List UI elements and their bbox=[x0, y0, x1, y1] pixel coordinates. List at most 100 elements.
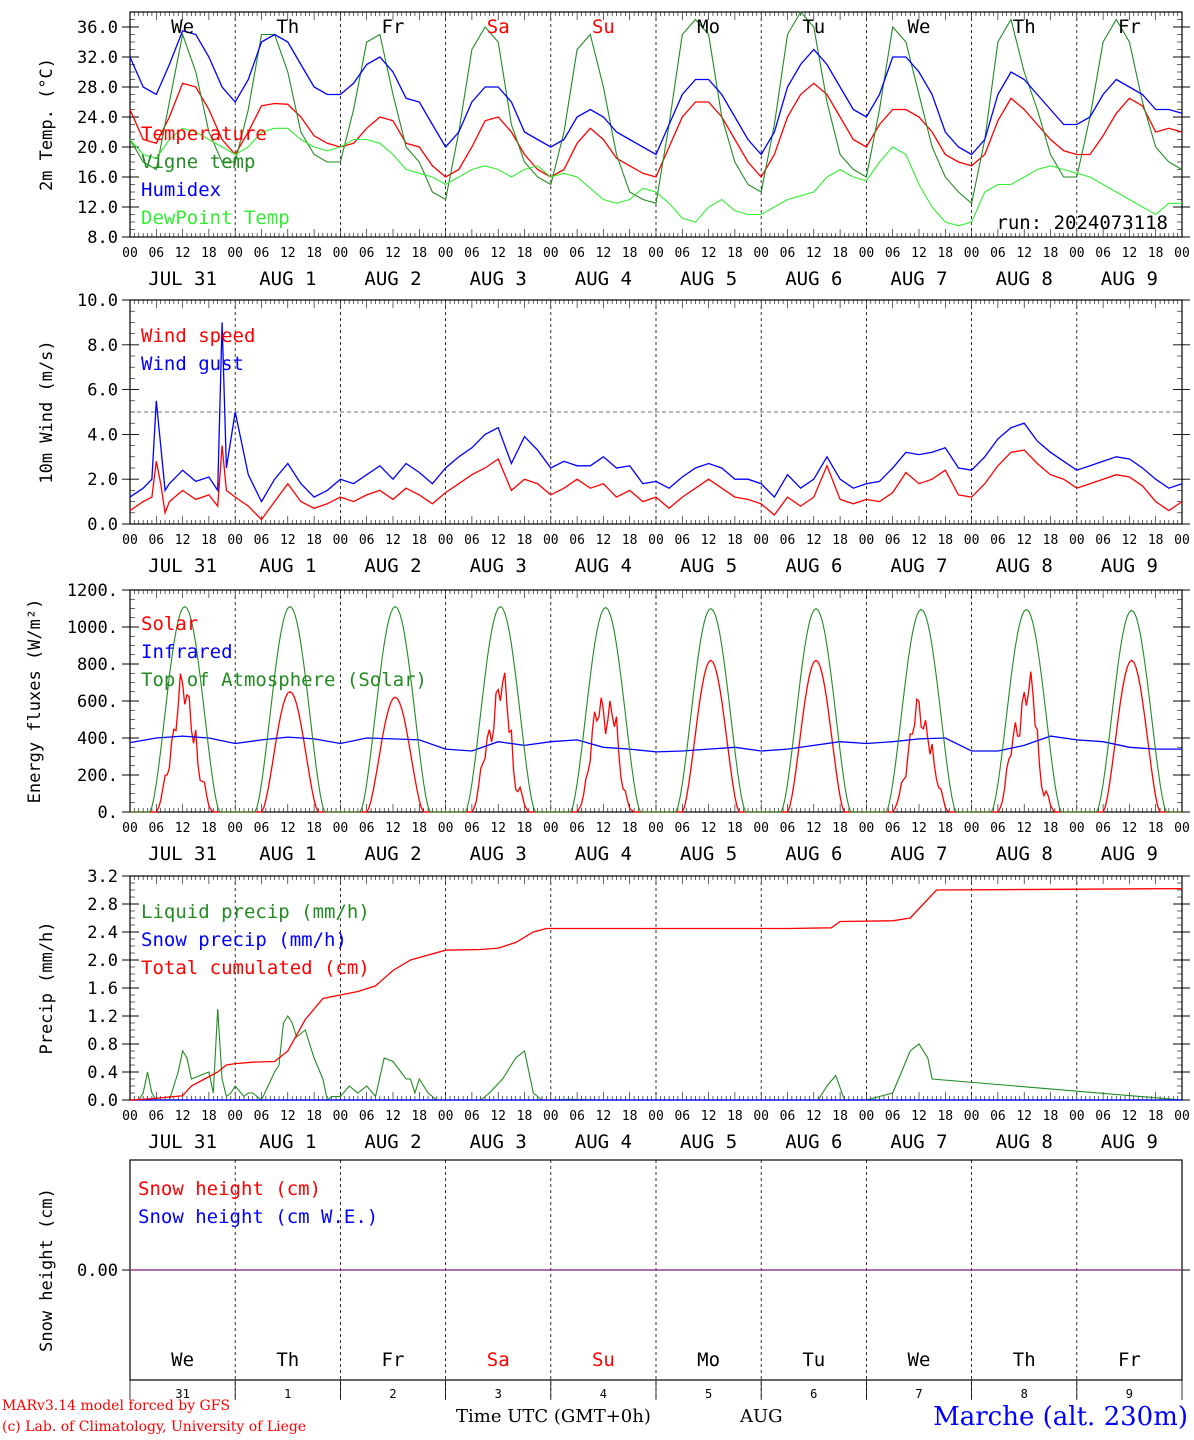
hour-tick-label: 06 bbox=[359, 246, 375, 261]
hour-tick-label: 18 bbox=[411, 1109, 427, 1124]
hour-tick-label: 18 bbox=[1148, 246, 1164, 261]
hour-tick-label: 06 bbox=[1095, 1109, 1111, 1124]
hour-tick-label: 06 bbox=[674, 821, 690, 836]
y-tick-label: 36.0 bbox=[77, 18, 118, 38]
date-label: AUG 6 bbox=[785, 843, 842, 865]
hour-tick-label: 18 bbox=[622, 821, 638, 836]
hour-tick-label: 12 bbox=[596, 821, 612, 836]
weekday-label: Th bbox=[1013, 1349, 1036, 1371]
y-tick-label: 6.0 bbox=[87, 381, 118, 401]
y-tick-label: 600. bbox=[77, 692, 118, 712]
day-number-label: 4 bbox=[600, 1387, 607, 1401]
hour-tick-label: 00 bbox=[333, 246, 349, 261]
hour-tick-label: 00 bbox=[1069, 821, 1085, 836]
hour-tick-label: 00 bbox=[227, 1109, 243, 1124]
date-label: AUG 7 bbox=[890, 1131, 947, 1153]
hour-tick-label: 18 bbox=[832, 246, 848, 261]
hour-tick-label: 00 bbox=[859, 1109, 875, 1124]
hour-tick-label: 00 bbox=[753, 821, 769, 836]
hour-tick-label: 18 bbox=[517, 821, 533, 836]
series-line bbox=[129, 887, 1183, 1101]
hour-tick-label: 00 bbox=[859, 246, 875, 261]
weekday-label: We bbox=[171, 1349, 194, 1371]
hour-tick-label: 12 bbox=[385, 1109, 401, 1124]
date-label: AUG 8 bbox=[996, 843, 1053, 865]
series-line bbox=[129, 735, 1182, 753]
date-label: AUG 7 bbox=[890, 843, 947, 865]
hour-tick-label: 12 bbox=[701, 246, 717, 261]
run-label: run: 2024073118 bbox=[996, 212, 1168, 234]
hour-tick-label: 00 bbox=[227, 533, 243, 548]
weekday-label: Fr bbox=[382, 1349, 405, 1371]
hour-tick-label: 12 bbox=[385, 821, 401, 836]
hour-tick-label: 00 bbox=[122, 821, 138, 836]
y-tick-label: 16.0 bbox=[77, 168, 118, 188]
hour-tick-label: 00 bbox=[122, 533, 138, 548]
hour-tick-label: 06 bbox=[254, 246, 270, 261]
hour-tick-label: 06 bbox=[885, 533, 901, 548]
hour-tick-label: 12 bbox=[596, 246, 612, 261]
weekday-label: Sa bbox=[487, 16, 510, 38]
weekday-label: We bbox=[908, 1349, 931, 1371]
hour-tick-label: 00 bbox=[438, 533, 454, 548]
hour-tick-label: 00 bbox=[333, 1109, 349, 1124]
hour-tick-label: 18 bbox=[201, 1109, 217, 1124]
legend-entry: Top of Atmosphere (Solar) bbox=[141, 669, 427, 691]
y-tick-label: 0.8 bbox=[87, 1035, 118, 1055]
panel-5 bbox=[122, 1159, 1190, 1400]
weekday-label: Su bbox=[592, 1349, 615, 1371]
time-axis-title: Time UTC (GMT+0h) bbox=[456, 1406, 651, 1427]
legend-entry: Snow precip (mm/h) bbox=[141, 929, 347, 951]
hour-tick-label: 06 bbox=[569, 1109, 585, 1124]
hour-tick-label: 12 bbox=[806, 821, 822, 836]
date-label: AUG 9 bbox=[1101, 268, 1158, 290]
hour-tick-label: 00 bbox=[648, 246, 664, 261]
hour-tick-label: 12 bbox=[1016, 246, 1032, 261]
y-tick-label: 0.00 bbox=[77, 1261, 118, 1281]
hour-tick-label: 00 bbox=[859, 821, 875, 836]
date-label: AUG 4 bbox=[575, 268, 632, 290]
date-label: JUL 31 bbox=[148, 1131, 217, 1153]
hour-tick-label: 12 bbox=[1122, 533, 1138, 548]
hour-tick-label: 06 bbox=[780, 533, 796, 548]
legend-entry: Temperature bbox=[141, 123, 267, 145]
hour-tick-label: 00 bbox=[1174, 246, 1190, 261]
hour-tick-label: 18 bbox=[937, 1109, 953, 1124]
hour-tick-label: 18 bbox=[832, 821, 848, 836]
day-number-label: 1 bbox=[284, 1387, 291, 1401]
date-label: AUG 2 bbox=[364, 843, 421, 865]
hour-tick-label: 06 bbox=[674, 246, 690, 261]
hour-tick-label: 00 bbox=[964, 533, 980, 548]
hour-tick-label: 00 bbox=[648, 821, 664, 836]
hour-tick-label: 06 bbox=[569, 533, 585, 548]
date-label: JUL 31 bbox=[148, 268, 217, 290]
hour-tick-label: 12 bbox=[280, 821, 296, 836]
weekday-label: Fr bbox=[382, 16, 405, 38]
hour-tick-label: 06 bbox=[569, 821, 585, 836]
date-label: AUG 1 bbox=[259, 1131, 316, 1153]
hour-tick-label: 06 bbox=[148, 1109, 164, 1124]
hour-tick-label: 12 bbox=[596, 533, 612, 548]
y-tick-label: 2.4 bbox=[87, 923, 118, 943]
hour-tick-label: 18 bbox=[306, 533, 322, 548]
hour-tick-label: 18 bbox=[306, 821, 322, 836]
hour-tick-label: 12 bbox=[806, 246, 822, 261]
y-tick-label: 200. bbox=[77, 766, 118, 786]
hour-tick-label: 18 bbox=[727, 821, 743, 836]
hour-tick-label: 06 bbox=[780, 821, 796, 836]
y-tick-label: 20.0 bbox=[77, 138, 118, 158]
hour-tick-label: 12 bbox=[175, 246, 191, 261]
hour-tick-label: 18 bbox=[1043, 1109, 1059, 1124]
y-tick-label: 28.0 bbox=[77, 78, 118, 98]
hour-tick-label: 12 bbox=[175, 533, 191, 548]
y-axis-title: 2m Temp. (°C) bbox=[37, 58, 57, 191]
hour-tick-label: 12 bbox=[1016, 821, 1032, 836]
hour-tick-label: 12 bbox=[490, 821, 506, 836]
station-label: Marche (alt. 230m) bbox=[933, 1402, 1188, 1432]
hour-tick-label: 18 bbox=[411, 246, 427, 261]
hour-tick-label: 18 bbox=[832, 533, 848, 548]
hour-tick-label: 00 bbox=[1174, 533, 1190, 548]
hour-tick-label: 00 bbox=[543, 1109, 559, 1124]
series-line bbox=[129, 127, 1182, 227]
hour-tick-label: 06 bbox=[1095, 821, 1111, 836]
